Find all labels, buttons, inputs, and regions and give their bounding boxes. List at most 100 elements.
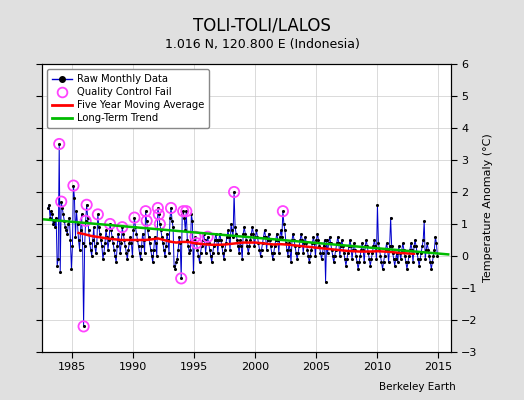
Point — [63, 230, 71, 237]
Point — [365, 256, 374, 262]
Point — [380, 253, 389, 259]
Point — [166, 214, 174, 221]
Point — [82, 202, 91, 208]
Point — [205, 246, 214, 253]
Point — [102, 227, 110, 234]
Text: 1.016 N, 120.800 E (Indonesia): 1.016 N, 120.800 E (Indonesia) — [165, 38, 359, 51]
Point — [423, 240, 431, 246]
Point — [373, 202, 381, 208]
Point — [71, 234, 80, 240]
Point — [238, 256, 246, 262]
Point — [191, 234, 200, 240]
Point — [290, 237, 298, 243]
Point — [190, 237, 199, 243]
Point — [84, 227, 93, 234]
Point — [196, 250, 205, 256]
Point — [352, 253, 361, 259]
Point — [316, 250, 325, 256]
Point — [384, 246, 392, 253]
Point — [240, 224, 248, 230]
Point — [217, 237, 225, 243]
Point — [68, 243, 77, 250]
Point — [162, 243, 170, 250]
Point — [108, 234, 116, 240]
Point — [215, 237, 223, 243]
Point — [297, 230, 305, 237]
Point — [217, 243, 226, 250]
Point — [366, 262, 375, 269]
Point — [325, 234, 334, 240]
Point — [233, 237, 242, 243]
Point — [379, 259, 388, 266]
Point — [310, 240, 319, 246]
Point — [261, 234, 270, 240]
Point — [56, 269, 64, 275]
Point — [44, 205, 52, 211]
Point — [155, 211, 163, 218]
Point — [94, 211, 102, 218]
Point — [154, 205, 162, 211]
Point — [150, 234, 159, 240]
Point — [371, 243, 379, 250]
Point — [270, 243, 279, 250]
Point — [107, 227, 115, 234]
Point — [222, 240, 230, 246]
Point — [101, 240, 109, 246]
Point — [186, 246, 194, 253]
Point — [363, 243, 372, 250]
Point — [361, 243, 369, 250]
Point — [305, 259, 313, 266]
Point — [119, 230, 127, 237]
Point — [123, 256, 132, 262]
Point — [248, 224, 257, 230]
Point — [275, 250, 283, 256]
Point — [57, 198, 66, 205]
Point — [304, 253, 312, 259]
Point — [97, 237, 105, 243]
Point — [82, 202, 91, 208]
Point — [427, 266, 435, 272]
Point — [252, 227, 260, 234]
Point — [158, 234, 166, 240]
Point — [62, 227, 71, 234]
Point — [130, 214, 139, 221]
Point — [282, 240, 290, 246]
Point — [163, 230, 171, 237]
Point — [253, 234, 261, 240]
Point — [109, 240, 117, 246]
Point — [242, 237, 250, 243]
Point — [311, 253, 320, 259]
Point — [276, 234, 284, 240]
Point — [81, 218, 90, 224]
Point — [147, 246, 155, 253]
Point — [394, 259, 402, 266]
Point — [264, 237, 272, 243]
Point — [334, 234, 342, 240]
Point — [375, 246, 384, 253]
Point — [221, 246, 229, 253]
Text: TOLI-TOLI/LALOS: TOLI-TOLI/LALOS — [193, 16, 331, 34]
Point — [313, 230, 322, 237]
Point — [127, 240, 136, 246]
Point — [193, 246, 202, 253]
Point — [83, 214, 92, 221]
Point — [128, 253, 137, 259]
Point — [141, 208, 150, 214]
Point — [120, 237, 128, 243]
Point — [151, 240, 160, 246]
Point — [106, 221, 114, 227]
Point — [212, 230, 220, 237]
Point — [344, 250, 352, 256]
Point — [400, 246, 408, 253]
Point — [204, 240, 213, 246]
Point — [112, 259, 121, 266]
Point — [286, 246, 294, 253]
Point — [294, 250, 302, 256]
Point — [307, 246, 315, 253]
Point — [279, 208, 287, 214]
Point — [53, 262, 61, 269]
Point — [251, 234, 259, 240]
Point — [359, 246, 367, 253]
Point — [113, 243, 122, 250]
Point — [284, 253, 292, 259]
